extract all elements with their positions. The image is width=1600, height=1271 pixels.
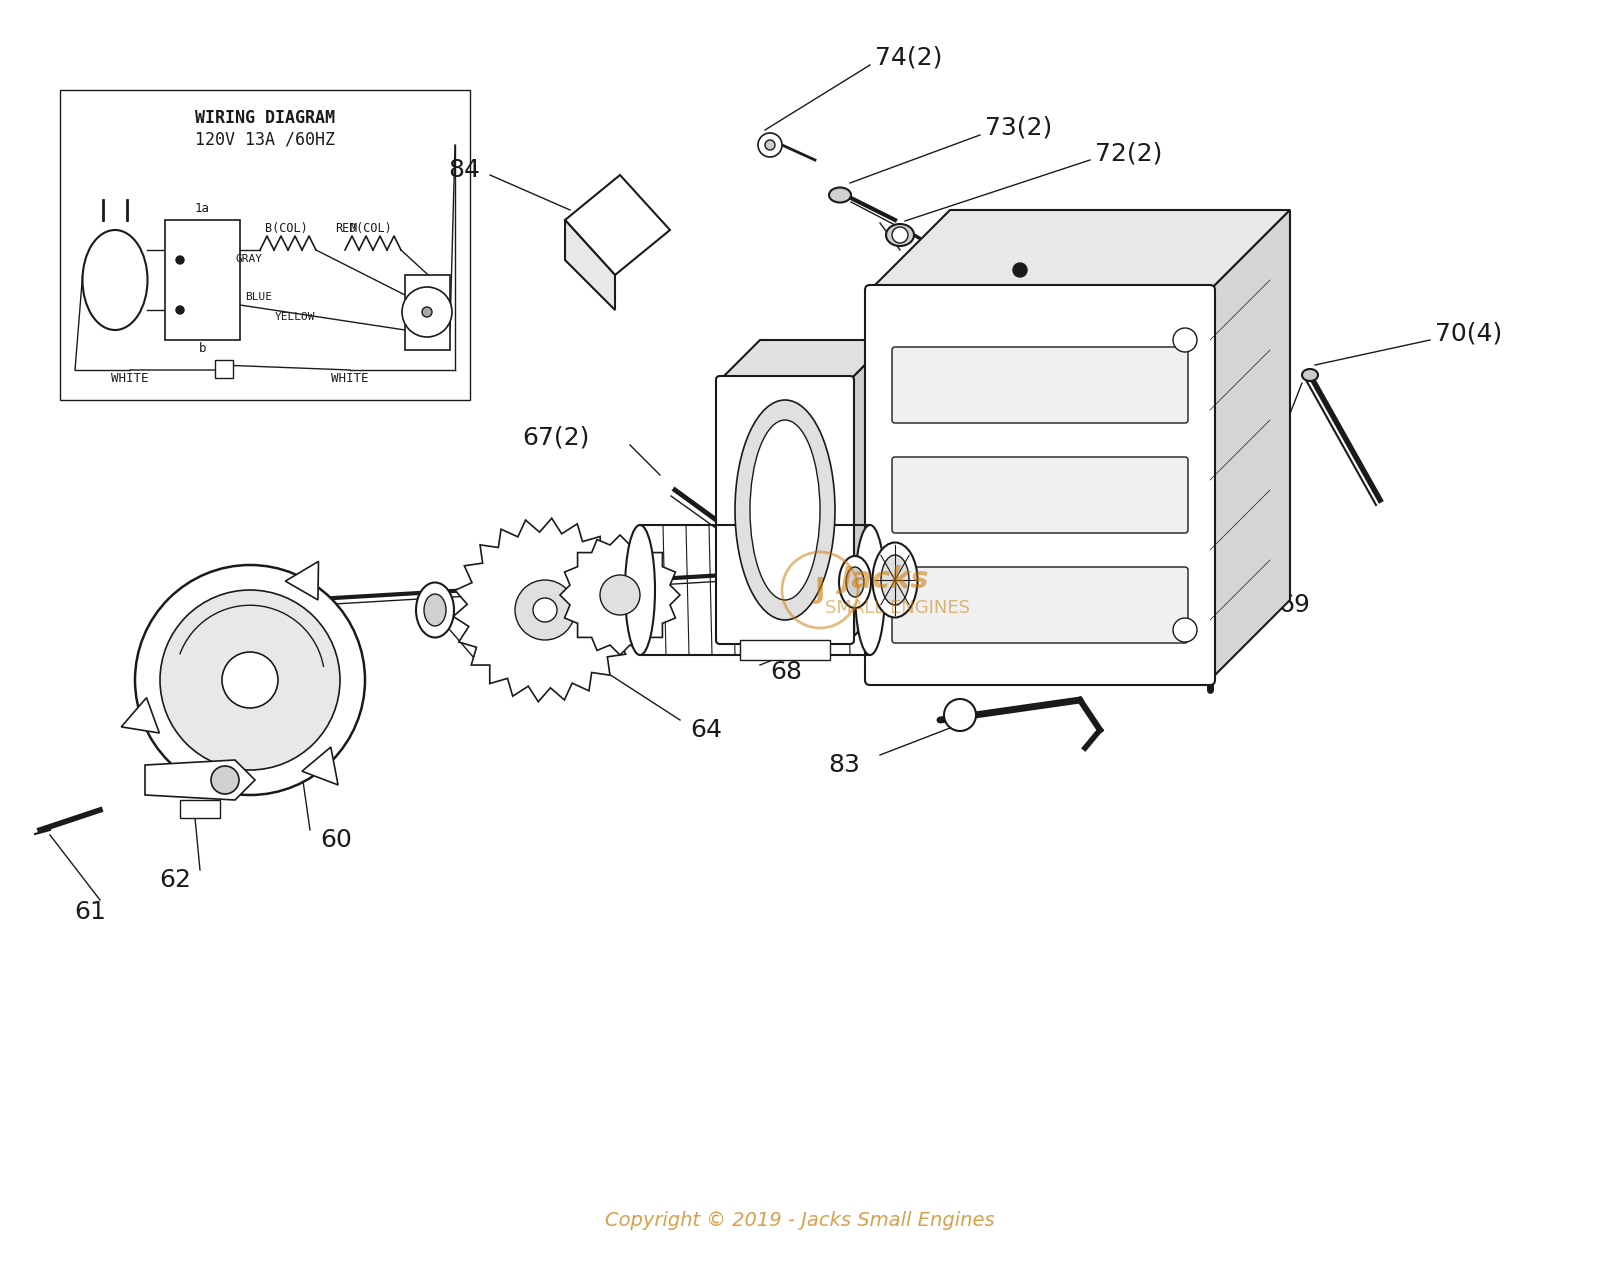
Circle shape [1173,618,1197,642]
Text: 67(2): 67(2) [523,426,590,450]
Circle shape [765,140,774,150]
Text: Jacks: Jacks [840,566,928,595]
Text: SMALL ENGINES: SMALL ENGINES [826,599,970,616]
Circle shape [402,287,453,337]
Polygon shape [720,341,890,380]
Ellipse shape [83,230,147,330]
Polygon shape [565,220,614,310]
Text: 73(2): 73(2) [986,116,1053,140]
Text: B(COL): B(COL) [266,222,307,235]
Circle shape [758,133,782,158]
Circle shape [1013,263,1027,277]
Ellipse shape [846,567,864,597]
Text: 71(2): 71(2) [1125,211,1192,235]
Polygon shape [122,698,160,733]
Text: 1a: 1a [195,202,210,215]
Circle shape [1173,328,1197,352]
Circle shape [160,590,339,770]
Text: J: J [814,576,826,604]
Text: 61: 61 [74,900,106,924]
Circle shape [600,574,640,615]
Text: WHITE: WHITE [331,372,368,385]
Text: 66: 66 [768,492,800,516]
Ellipse shape [882,555,909,605]
Ellipse shape [886,224,914,247]
Text: Copyright © 2019 - Jacks Small Engines: Copyright © 2019 - Jacks Small Engines [605,1210,995,1229]
Circle shape [422,308,432,316]
Polygon shape [302,747,338,785]
Polygon shape [285,562,318,600]
Ellipse shape [854,525,885,655]
Ellipse shape [424,594,446,627]
Circle shape [211,766,238,794]
Ellipse shape [872,543,917,618]
Text: 62: 62 [158,868,190,892]
Bar [61,90,470,400]
Circle shape [944,699,976,731]
Text: 70(4): 70(4) [1435,322,1502,344]
Ellipse shape [416,582,454,638]
Polygon shape [850,341,890,641]
Bar [405,275,450,350]
Text: 64: 64 [690,718,722,742]
Text: 63: 63 [490,660,522,684]
Text: 69: 69 [1278,594,1310,616]
Ellipse shape [734,400,835,620]
FancyBboxPatch shape [893,458,1187,533]
Circle shape [533,597,557,622]
FancyBboxPatch shape [866,285,1214,685]
FancyBboxPatch shape [717,376,854,644]
Text: b: b [198,342,206,355]
Bar [214,360,234,377]
Polygon shape [565,175,670,275]
FancyBboxPatch shape [893,347,1187,423]
Text: WIRING DIAGRAM: WIRING DIAGRAM [195,109,334,127]
Text: RED: RED [334,222,357,235]
Text: WHITE: WHITE [112,372,149,385]
Circle shape [134,566,365,794]
Text: 68: 68 [770,660,802,684]
Text: M(COL): M(COL) [350,222,392,235]
Text: GRAY: GRAY [235,254,262,264]
Circle shape [176,306,184,314]
Ellipse shape [750,419,819,600]
Ellipse shape [1302,369,1318,381]
Bar [739,641,830,660]
Polygon shape [560,535,680,655]
Ellipse shape [829,188,851,202]
Text: YELLOW: YELLOW [275,311,315,322]
Bar [640,525,870,655]
Text: 60: 60 [320,827,352,852]
Polygon shape [146,760,254,799]
Bar [165,220,240,341]
Text: 120V 13A /60HZ: 120V 13A /60HZ [195,131,334,149]
FancyBboxPatch shape [893,567,1187,643]
Ellipse shape [838,555,870,608]
Circle shape [176,255,184,264]
Polygon shape [1210,210,1290,680]
Polygon shape [870,210,1290,290]
Circle shape [222,652,278,708]
Text: 83: 83 [829,752,861,777]
Circle shape [893,228,909,243]
Polygon shape [453,519,637,702]
Circle shape [515,580,574,641]
Ellipse shape [626,525,654,655]
Text: BLUE: BLUE [245,292,272,302]
Text: 72(2): 72(2) [1094,141,1162,165]
Text: 84: 84 [448,158,480,182]
Bar [179,799,221,819]
Text: 74(2): 74(2) [875,46,942,70]
Text: 82: 82 [867,597,899,622]
